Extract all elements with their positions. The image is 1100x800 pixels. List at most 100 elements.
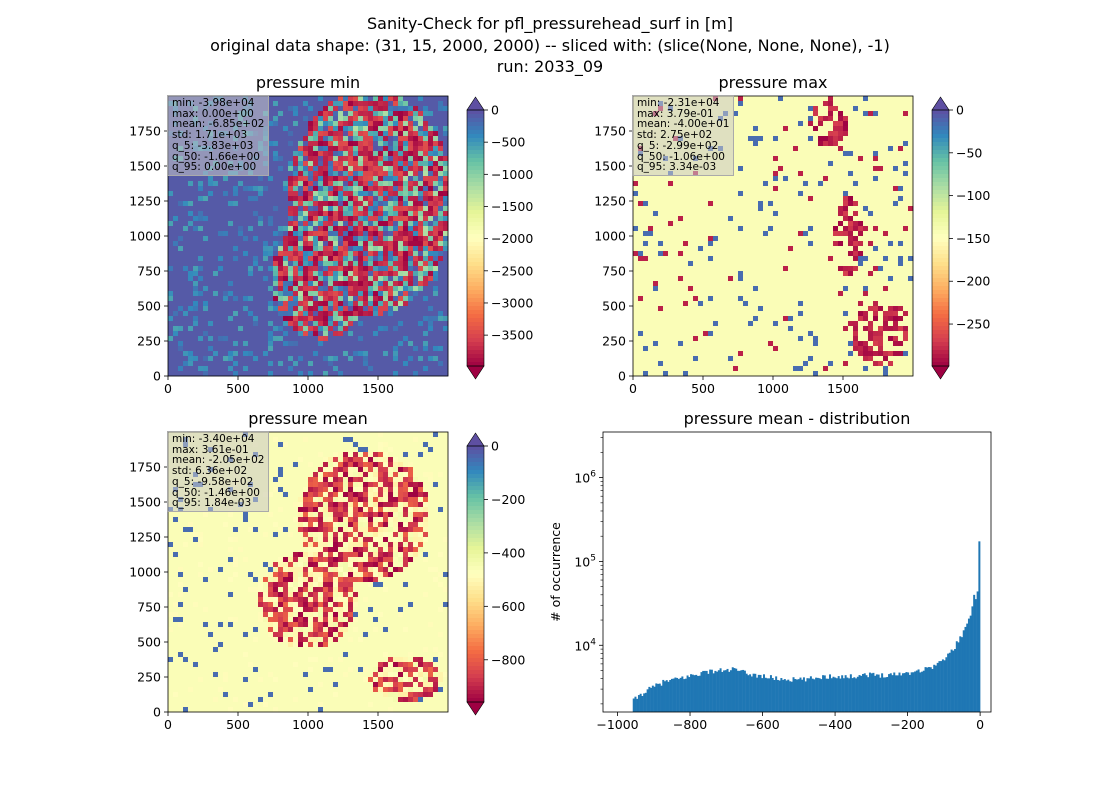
histogram-bar: [702, 670, 705, 712]
pressure-min-xtick-label-500: 500: [226, 381, 250, 396]
histogram-bar: [785, 680, 788, 712]
pressure-mean-colorbar: 0 −200 −400 −600 −800: [466, 432, 525, 716]
histogram-bar: [759, 674, 762, 712]
histogram-bar: [789, 681, 792, 712]
histogram-bar: [639, 693, 642, 712]
histogram-bar: [832, 676, 835, 712]
histogram-bar: [655, 683, 658, 712]
pressure-min-ytick-label-750: 750: [137, 264, 161, 279]
pressure-min-colorbar-extend-bottom: [466, 365, 485, 380]
histogram-bar: [742, 669, 745, 712]
histogram-bar: [695, 674, 698, 712]
histogram-bar: [721, 671, 724, 712]
pressure-max-stats-line: std: 2.75e+02: [637, 129, 713, 142]
histogram-bar: [809, 676, 812, 712]
histogram-bar: [684, 678, 687, 712]
pressure-max-ytick-label-250: 250: [602, 334, 626, 349]
histogram-bar: [747, 675, 750, 712]
pressure-max-ytick-label-750: 750: [602, 264, 626, 279]
histogram-bar: [966, 623, 969, 712]
pressure-mean-stats-line: std: 6.36e+02: [172, 465, 248, 478]
histogram-bar: [717, 670, 720, 712]
histogram-bar: [813, 679, 816, 712]
histogram-bar: [773, 679, 776, 712]
histogram-bar: [683, 679, 686, 712]
histogram-bar: [681, 676, 684, 712]
pressure-min-xtick-label-1500: 1500: [362, 381, 394, 396]
histogram-bar: [801, 679, 804, 712]
pressure-min-stats-line: mean: -6.85e+02: [172, 118, 265, 131]
histogram-bar: [700, 672, 703, 712]
histogram-bar: [919, 672, 922, 712]
histogram-bar: [797, 679, 800, 712]
histogram-bar: [908, 674, 911, 712]
histogram-bar: [934, 665, 937, 712]
pressure-max-ytick-label-1250: 1250: [594, 194, 626, 209]
pressure-min-cbar-tick-label-0: 0: [491, 103, 499, 118]
pressure-mean-distribution-bars: [632, 541, 981, 712]
histogram-bar: [839, 678, 842, 712]
pressure-max-cbar-tick-label--250: −250: [956, 317, 990, 332]
pressure-mean-ytick-label-500: 500: [137, 635, 161, 650]
pressure-mean-panel: pressure mean 0 500 1000 1500 0 250 500 750 1000 1…: [129, 409, 525, 732]
histogram-bar: [893, 672, 896, 712]
pressure-mean-stats-line: q_5: -9.58e+02: [172, 475, 254, 488]
histogram-bar: [707, 673, 710, 712]
histogram-bar: [964, 626, 967, 712]
histogram-bar: [940, 661, 943, 712]
histogram-bar: [768, 678, 771, 712]
histogram-bar: [969, 615, 972, 712]
pressure-max-panel: pressure max 0 500 1000 1500 0 250 500 750 1000 12…: [594, 73, 990, 396]
histogram-bar: [921, 671, 924, 712]
histogram-bar: [643, 693, 646, 712]
histogram-bar: [926, 667, 929, 712]
histogram-bar: [808, 678, 811, 712]
pressure-min-colorbar-extend-top: [466, 96, 485, 111]
pressure-max-colorbar: 0 −50 −100 −150 −200 −250: [931, 96, 990, 380]
histogram-bar: [862, 674, 864, 712]
pressure-max-xtick-label-0: 0: [629, 381, 637, 396]
pressure-max-heatmap: [633, 96, 914, 377]
histogram-bar: [660, 685, 663, 712]
histogram-bar: [811, 678, 814, 712]
histogram-bar: [796, 679, 798, 712]
histogram-bar: [872, 672, 875, 712]
pressure-max-cbar-tick-label--50: −50: [956, 145, 982, 160]
pressure-mean-distribution-panel: pressure mean - distribution −1000 −800 −60…: [548, 409, 992, 732]
pressure-max-stats-line: mean: -4.00e+01: [637, 118, 730, 131]
histogram-bar: [738, 670, 741, 712]
pressure-mean-distribution-xtick-label--1000: −1000: [596, 717, 638, 732]
histogram-bar: [863, 673, 866, 712]
histogram-bar: [856, 676, 859, 712]
histogram-bar: [787, 679, 790, 712]
figure-title-line-1: Sanity-Check for pfl_pressurehead_surf i…: [367, 14, 733, 33]
pressure-min-ytick-label-1000: 1000: [129, 229, 161, 244]
histogram-bar: [761, 678, 764, 712]
histogram-bar: [782, 679, 785, 712]
pressure-max-xtick-label-1000: 1000: [757, 381, 789, 396]
pressure-mean-distribution-xtick-label--800: −800: [673, 717, 707, 732]
histogram-bar: [794, 679, 797, 712]
pressure-min-cbar-tick-label--1500: −1500: [491, 199, 533, 214]
histogram-bar: [651, 685, 654, 712]
histogram-bar: [792, 677, 795, 712]
pressure-max-cbar-tick-label--200: −200: [956, 274, 990, 289]
histogram-bar: [667, 681, 670, 712]
histogram-bar: [743, 670, 746, 712]
histogram-bar: [976, 591, 979, 712]
pressure-mean-xtick-label-1500: 1500: [362, 717, 394, 732]
histogram-bar: [657, 683, 660, 712]
pressure-max-stats-line: q_95: 3.34e-03: [637, 161, 717, 174]
histogram-bar: [716, 671, 719, 712]
pressure-mean-xtick-label-500: 500: [226, 717, 250, 732]
histogram-bar: [723, 670, 726, 712]
pressure-min-ytick-label-0: 0: [153, 369, 161, 384]
histogram-bar: [931, 668, 934, 712]
histogram-bar: [959, 636, 962, 712]
histogram-bar: [740, 670, 743, 712]
histogram-bar: [948, 652, 951, 712]
pressure-mean-ytick-label-750: 750: [137, 600, 161, 615]
histogram-bar: [879, 677, 882, 712]
histogram-bar: [764, 677, 767, 712]
